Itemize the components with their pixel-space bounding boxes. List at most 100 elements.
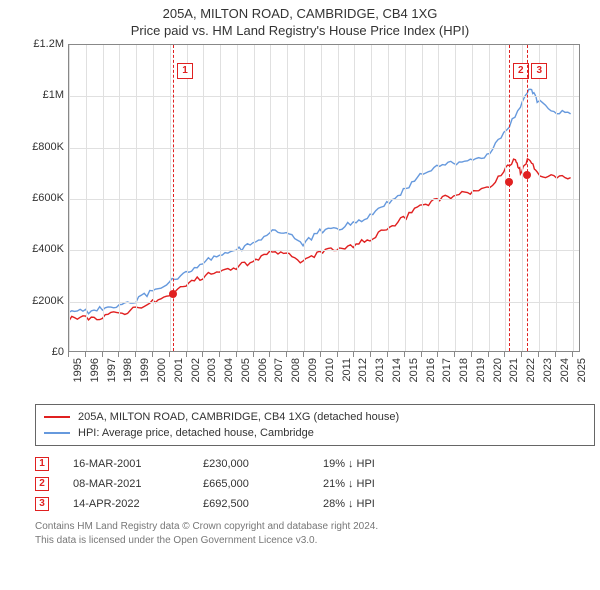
event-marker-dot — [505, 178, 513, 186]
y-tick-label: £600K — [32, 192, 64, 204]
x-tick — [421, 352, 422, 357]
x-tick — [269, 352, 270, 357]
event-badge: 3 — [35, 497, 49, 511]
arrow-down-icon: ↓ — [348, 498, 354, 510]
event-date: 16-MAR-2001 — [73, 458, 203, 470]
x-tick-label: 2003 — [206, 358, 218, 382]
event-price: £665,000 — [203, 478, 323, 490]
event-marker-badge: 1 — [177, 63, 193, 79]
gridline-v — [86, 45, 87, 351]
x-tick-label: 2023 — [542, 358, 554, 382]
gridline-v — [354, 45, 355, 351]
y-tick-label: £1M — [43, 89, 64, 101]
legend-swatch — [44, 416, 70, 418]
event-marker-badge: 3 — [531, 63, 547, 79]
x-tick-label: 2014 — [391, 358, 403, 382]
plot-area: 123 — [68, 44, 580, 352]
event-row: 314-APR-2022£692,50028%↓ HPI — [35, 494, 575, 514]
x-tick — [202, 352, 203, 357]
event-diff: 21%↓ HPI — [323, 478, 375, 490]
x-tick-label: 2005 — [240, 358, 252, 382]
event-marker-dot — [523, 171, 531, 179]
gridline-v — [455, 45, 456, 351]
x-tick — [118, 352, 119, 357]
event-marker-line — [509, 45, 510, 351]
x-tick — [303, 352, 304, 357]
event-row: 2 08-MAR-2021£665,00021%↓ HPI — [35, 474, 575, 494]
x-tick — [572, 352, 573, 357]
x-tick-label: 2012 — [357, 358, 369, 382]
event-date: 14-APR-2022 — [73, 498, 203, 510]
footnote: Contains HM Land Registry data © Crown c… — [35, 520, 575, 547]
x-tick-label: 2002 — [190, 358, 202, 382]
y-tick-label: £800K — [32, 141, 64, 153]
gridline-v — [136, 45, 137, 351]
x-tick — [320, 352, 321, 357]
x-tick-label: 2017 — [441, 358, 453, 382]
x-tick-label: 2020 — [492, 358, 504, 382]
x-tick-label: 2025 — [576, 358, 588, 382]
event-list: 1 16-MAR-2001£230,00019%↓ HPI 2 08-MAR-2021… — [35, 454, 575, 514]
x-tick-label: 2018 — [458, 358, 470, 382]
x-tick-label: 1995 — [72, 358, 84, 382]
x-tick — [555, 352, 556, 357]
x-tick-label: 2006 — [257, 358, 269, 382]
event-marker-line — [173, 45, 174, 351]
gridline-v — [438, 45, 439, 351]
event-date: 08-MAR-2021 — [73, 478, 203, 490]
gridline-v — [170, 45, 171, 351]
event-badge: 2 — [35, 477, 49, 491]
x-tick-label: 1997 — [106, 358, 118, 382]
gridline-h — [69, 250, 579, 251]
gridline-h — [69, 148, 579, 149]
y-tick-label: £0 — [52, 346, 64, 358]
x-tick-label: 2024 — [559, 358, 571, 382]
x-tick — [437, 352, 438, 357]
event-row: 1 16-MAR-2001£230,00019%↓ HPI — [35, 454, 575, 474]
gridline-v — [220, 45, 221, 351]
x-tick-label: 2009 — [307, 358, 319, 382]
event-badge: 1 — [35, 457, 49, 471]
x-tick — [353, 352, 354, 357]
gridline-v — [103, 45, 104, 351]
x-tick — [337, 352, 338, 357]
x-tick-label: 1999 — [139, 358, 151, 382]
x-tick — [471, 352, 472, 357]
gridline-v — [287, 45, 288, 351]
gridline-v — [539, 45, 540, 351]
gridline-h — [69, 96, 579, 97]
x-tick — [253, 352, 254, 357]
y-tick-label: £200K — [32, 295, 64, 307]
x-tick — [102, 352, 103, 357]
event-diff-pct: 21% — [323, 478, 345, 490]
x-tick-label: 2004 — [223, 358, 235, 382]
x-axis: 1995199619971998199920002001200220032004… — [68, 352, 580, 404]
footnote-line: This data is licensed under the Open Gov… — [35, 534, 575, 548]
legend-swatch — [44, 432, 70, 434]
gridline-v — [472, 45, 473, 351]
x-tick-label: 2010 — [324, 358, 336, 382]
x-tick-label: 2011 — [341, 358, 353, 382]
x-tick — [488, 352, 489, 357]
y-tick-label: £400K — [32, 243, 64, 255]
event-price: £692,500 — [203, 498, 323, 510]
legend-item: HPI: Average price, detached house, Camb… — [36, 425, 594, 441]
gridline-v — [573, 45, 574, 351]
gridline-v — [388, 45, 389, 351]
gridline-h — [69, 199, 579, 200]
price-chart: £0£200K£400K£600K£800K£1M£1.2M 123 19951… — [20, 44, 580, 404]
event-marker-dot — [169, 290, 177, 298]
x-tick — [85, 352, 86, 357]
event-diff: 19%↓ HPI — [323, 458, 375, 470]
x-tick — [152, 352, 153, 357]
gridline-v — [422, 45, 423, 351]
x-tick-label: 2016 — [425, 358, 437, 382]
legend-label: HPI: Average price, detached house, Camb… — [78, 427, 314, 439]
x-tick-label: 2019 — [475, 358, 487, 382]
gridline-v — [338, 45, 339, 351]
event-marker-line — [527, 45, 528, 351]
gridline-h — [69, 302, 579, 303]
event-price: £230,000 — [203, 458, 323, 470]
x-tick — [68, 352, 69, 357]
chart-legend: 205A, MILTON ROAD, CAMBRIDGE, CB4 1XG (d… — [35, 404, 595, 446]
